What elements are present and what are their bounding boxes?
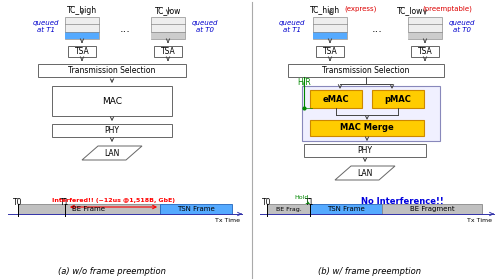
Text: Transmission Selection: Transmission Selection xyxy=(69,66,156,75)
Text: TSA: TSA xyxy=(75,47,89,56)
Bar xyxy=(313,17,347,39)
Text: BE Frame: BE Frame xyxy=(73,206,105,212)
Text: (preemptable): (preemptable) xyxy=(422,6,472,13)
Bar xyxy=(151,17,185,39)
Text: TC_low: TC_low xyxy=(397,6,423,15)
Text: T1: T1 xyxy=(60,198,70,207)
Text: PHY: PHY xyxy=(104,126,119,135)
Bar xyxy=(302,86,440,141)
Text: LAN: LAN xyxy=(104,148,119,157)
Bar xyxy=(313,32,347,39)
Text: TC_high: TC_high xyxy=(310,6,340,15)
Text: TSA: TSA xyxy=(418,47,432,56)
Text: MAC: MAC xyxy=(102,97,122,106)
Text: (express): (express) xyxy=(344,6,376,13)
Bar xyxy=(408,32,442,39)
Text: T1: T1 xyxy=(305,198,314,207)
Bar xyxy=(310,90,362,108)
Polygon shape xyxy=(335,166,395,180)
Text: TSA: TSA xyxy=(161,47,175,56)
Bar xyxy=(52,124,172,137)
Text: MAC Merge: MAC Merge xyxy=(340,123,394,132)
Text: TC_low: TC_low xyxy=(155,6,181,15)
Text: No Interference!!: No Interference!! xyxy=(361,197,444,206)
Text: ...: ... xyxy=(119,24,131,34)
Bar xyxy=(160,204,232,214)
Bar xyxy=(65,17,99,39)
Text: LAN: LAN xyxy=(357,169,372,178)
Bar xyxy=(267,204,310,214)
Text: eMAC: eMAC xyxy=(323,95,349,104)
Bar xyxy=(304,144,426,157)
Bar xyxy=(68,46,96,57)
Text: Interfered!! (−12us @1,518B, GbE): Interfered!! (−12us @1,518B, GbE) xyxy=(51,198,174,203)
Bar xyxy=(310,204,382,214)
Text: Hold: Hold xyxy=(295,195,309,200)
Bar xyxy=(18,204,160,214)
Text: TC_high: TC_high xyxy=(67,6,97,15)
Text: queued
at T0: queued at T0 xyxy=(192,20,218,32)
Text: Tx Time: Tx Time xyxy=(215,218,240,223)
Text: queued
at T1: queued at T1 xyxy=(33,20,59,32)
Text: Tx Time: Tx Time xyxy=(467,218,492,223)
Text: H/R: H/R xyxy=(297,78,311,87)
Text: T0: T0 xyxy=(262,198,272,207)
Bar xyxy=(65,32,99,39)
Text: (a) w/o frame preemption: (a) w/o frame preemption xyxy=(58,267,166,277)
Bar xyxy=(154,46,182,57)
Text: ...: ... xyxy=(371,24,383,34)
Text: TSN Frame: TSN Frame xyxy=(327,206,365,212)
Text: (b) w/ frame preemption: (b) w/ frame preemption xyxy=(319,267,421,277)
Bar xyxy=(382,204,482,214)
Bar xyxy=(372,90,424,108)
Text: BE Frag.: BE Frag. xyxy=(276,207,301,211)
Text: TSN Frame: TSN Frame xyxy=(177,206,215,212)
Bar xyxy=(52,86,172,116)
Bar xyxy=(411,46,439,57)
Text: T0: T0 xyxy=(13,198,23,207)
Bar xyxy=(38,64,186,77)
Text: Transmission Selection: Transmission Selection xyxy=(323,66,410,75)
Text: TSA: TSA xyxy=(323,47,337,56)
Text: pMAC: pMAC xyxy=(385,95,411,104)
Polygon shape xyxy=(82,146,142,160)
Bar xyxy=(316,46,344,57)
Bar xyxy=(288,64,444,77)
Text: queued
at T0: queued at T0 xyxy=(449,20,475,32)
Text: queued
at T1: queued at T1 xyxy=(279,20,305,32)
Text: BE Fragment: BE Fragment xyxy=(410,206,454,212)
Bar xyxy=(151,32,185,39)
Text: PHY: PHY xyxy=(357,146,372,155)
Bar xyxy=(310,120,424,136)
Bar xyxy=(408,17,442,39)
